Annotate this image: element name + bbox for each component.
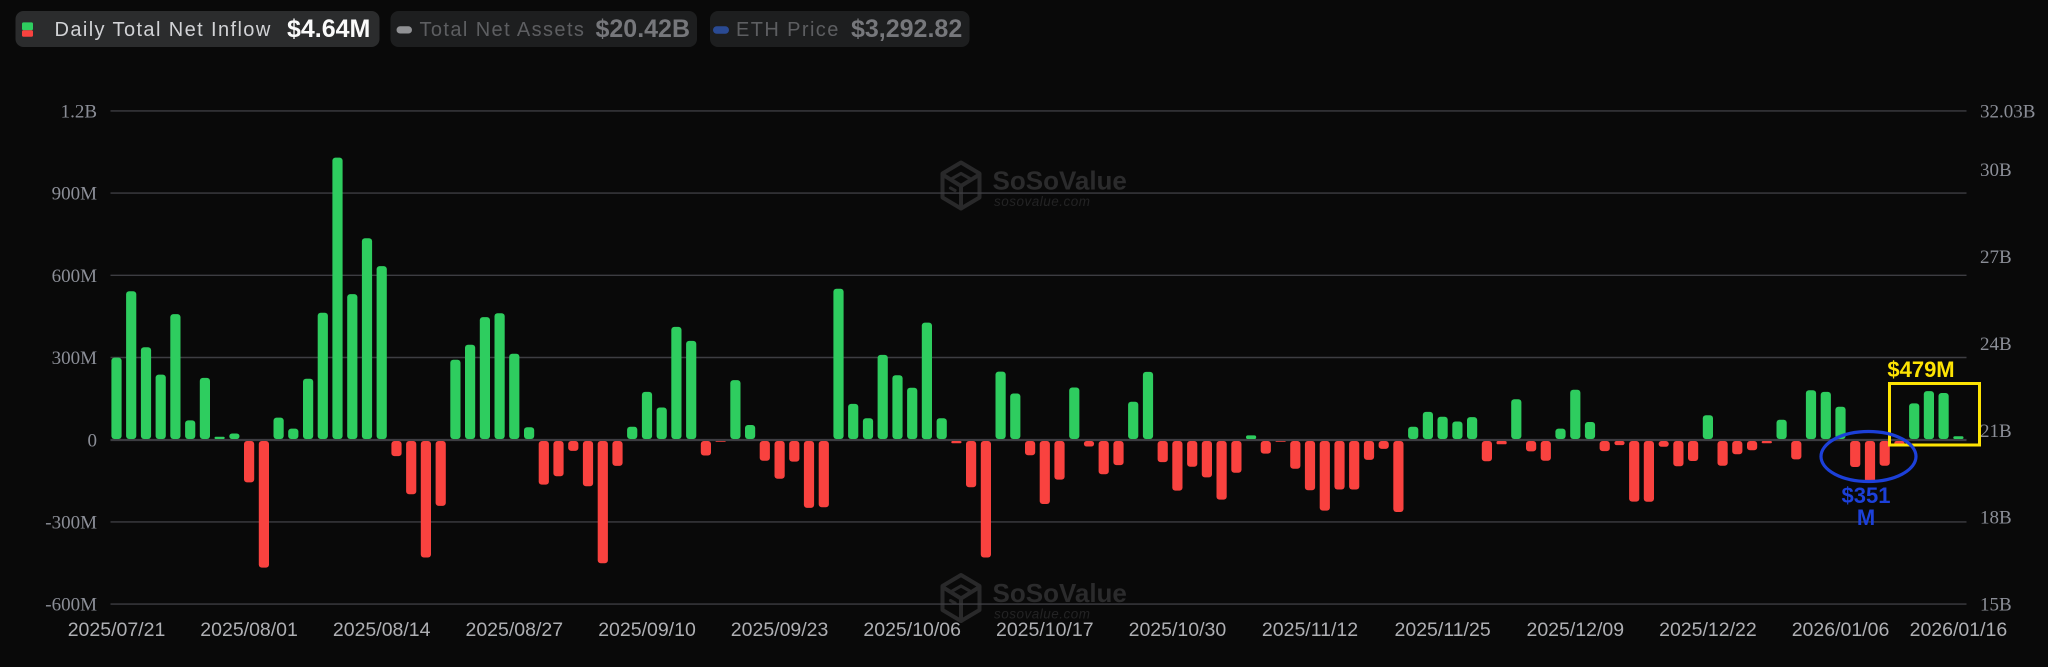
svg-text:ETH Price: ETH Price xyxy=(736,19,840,41)
svg-text:1.2B: 1.2B xyxy=(61,101,97,122)
svg-text:$479M: $479M xyxy=(1887,357,1954,382)
svg-text:2025/11/25: 2025/11/25 xyxy=(1395,619,1491,641)
svg-text:M: M xyxy=(1857,505,1875,530)
svg-text:Total Net Assets: Total Net Assets xyxy=(420,19,586,41)
svg-text:27B: 27B xyxy=(1980,247,2012,268)
svg-text:30B: 30B xyxy=(1980,160,2012,181)
svg-text:18B: 18B xyxy=(1980,508,2012,529)
svg-text:$351: $351 xyxy=(1842,483,1891,508)
svg-text:2025/12/09: 2025/12/09 xyxy=(1526,619,1624,641)
svg-text:2025/09/23: 2025/09/23 xyxy=(731,619,829,641)
svg-text:24B: 24B xyxy=(1980,334,2012,355)
svg-text:2025/10/17: 2025/10/17 xyxy=(996,619,1094,641)
svg-text:2026/01/16: 2026/01/16 xyxy=(1910,619,2008,641)
svg-text:sosovalue.com: sosovalue.com xyxy=(994,607,1091,622)
svg-text:2025/08/27: 2025/08/27 xyxy=(465,619,563,641)
svg-text:2025/10/30: 2025/10/30 xyxy=(1129,619,1227,641)
svg-text:32.03B: 32.03B xyxy=(1980,101,2035,122)
svg-text:300M: 300M xyxy=(52,348,98,369)
svg-text:2025/08/01: 2025/08/01 xyxy=(200,619,298,641)
svg-text:0: 0 xyxy=(88,431,98,452)
svg-text:-300M: -300M xyxy=(45,512,97,533)
svg-text:sosovalue.com: sosovalue.com xyxy=(994,194,1091,209)
svg-text:2025/09/10: 2025/09/10 xyxy=(598,619,696,641)
svg-text:15B: 15B xyxy=(1980,595,2012,616)
svg-text:-600M: -600M xyxy=(45,595,97,616)
svg-text:600M: 600M xyxy=(52,266,98,287)
svg-text:Daily Total Net Inflow: Daily Total Net Inflow xyxy=(55,19,272,41)
svg-text:2025/07/21: 2025/07/21 xyxy=(68,619,166,641)
svg-text:$4.64M: $4.64M xyxy=(287,15,370,43)
svg-text:$20.42B: $20.42B xyxy=(596,15,691,43)
svg-text:$3,292.82: $3,292.82 xyxy=(851,15,962,43)
svg-text:2025/11/12: 2025/11/12 xyxy=(1262,619,1358,641)
svg-text:SoSoValue: SoSoValue xyxy=(993,578,1127,608)
svg-text:2025/08/14: 2025/08/14 xyxy=(333,619,431,641)
svg-text:21B: 21B xyxy=(1980,421,2012,442)
svg-text:2026/01/06: 2026/01/06 xyxy=(1792,619,1890,641)
svg-text:2025/12/22: 2025/12/22 xyxy=(1659,619,1757,641)
svg-text:900M: 900M xyxy=(52,184,98,205)
svg-text:SoSoValue: SoSoValue xyxy=(993,166,1127,196)
svg-text:2025/10/06: 2025/10/06 xyxy=(863,619,961,641)
